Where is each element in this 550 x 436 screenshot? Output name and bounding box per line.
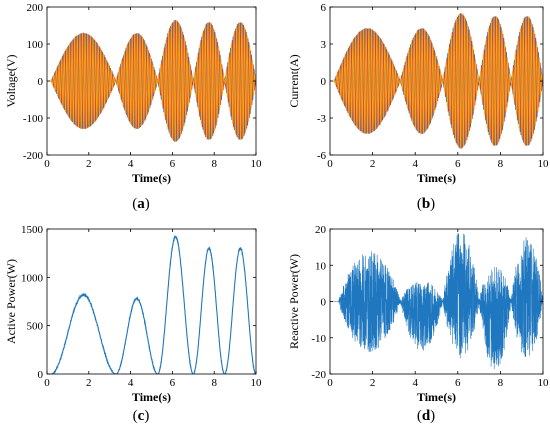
x-axis-label: Time(s) xyxy=(132,390,171,404)
x-tick-label: 6 xyxy=(455,158,461,170)
chart-a: 0 2 4 6 8 10 -200 -100 0 100 200 Time(s) Voltage(V) xyxy=(4,2,262,185)
x-tick-label: 4 xyxy=(412,158,418,170)
panel-label-a: (a) xyxy=(132,196,150,212)
series-active-power xyxy=(47,235,256,374)
x-tick-label: 10 xyxy=(538,377,550,389)
plot-area xyxy=(330,233,543,370)
x-tick-label: 2 xyxy=(370,377,376,389)
y-axis-label: Voltage(V) xyxy=(4,54,18,107)
y-tick-label: 0 xyxy=(321,76,327,88)
y-tick-label: 10 xyxy=(315,260,327,272)
series-phase-3 xyxy=(330,13,543,149)
x-tick-label: 6 xyxy=(455,377,461,389)
chart-c: 0 2 4 6 8 10 0 500 1000 1500 Time(s) Active Power(W… xyxy=(4,224,262,404)
x-tick-label: 10 xyxy=(251,377,263,389)
plot-area xyxy=(47,19,256,143)
y-tick-label: 0 xyxy=(38,76,44,88)
x-tick-label: 10 xyxy=(538,158,550,170)
y-tick-label: 200 xyxy=(27,2,44,14)
x-tick-label: 10 xyxy=(251,158,263,170)
x-axis-label: Time(s) xyxy=(417,390,456,404)
x-tick-label: 0 xyxy=(327,158,333,170)
y-tick-label: -20 xyxy=(311,369,326,381)
panel-label-b: (b) xyxy=(416,196,436,212)
y-tick-label: -3 xyxy=(317,113,327,125)
panel-label-c: (c) xyxy=(132,408,150,424)
y-tick-label: 20 xyxy=(315,224,327,236)
x-tick-label: 4 xyxy=(128,377,134,389)
x-tick-label: 8 xyxy=(498,377,504,389)
x-tick-label: 2 xyxy=(86,377,92,389)
x-tick-label: 6 xyxy=(170,377,176,389)
y-tick-label: 0 xyxy=(321,297,327,309)
x-tick-label: 0 xyxy=(44,158,50,170)
x-tick-label: 6 xyxy=(170,158,176,170)
y-tick-label: -10 xyxy=(311,333,326,345)
x-axis-label: Time(s) xyxy=(132,171,171,185)
y-tick-label: 3 xyxy=(321,39,327,51)
y-tick-label: 500 xyxy=(27,321,44,333)
y-tick-label: -100 xyxy=(23,113,44,125)
y-tick-label: 1000 xyxy=(21,272,44,284)
x-tick-label: 8 xyxy=(211,158,217,170)
x-tick-label: 2 xyxy=(370,158,376,170)
axes-frame xyxy=(46,228,257,375)
chart-d: 0 2 4 6 8 10 -20 -10 0 10 20 Time(s) Reactive Power(… xyxy=(287,224,549,404)
x-tick-label: 0 xyxy=(44,377,50,389)
y-tick-label: -6 xyxy=(317,150,327,162)
series-phase-3 xyxy=(47,20,256,143)
y-tick-label: 0 xyxy=(38,369,44,381)
y-axis-label: Current(A) xyxy=(287,54,301,107)
y-tick-label: -200 xyxy=(23,150,44,162)
x-tick-label: 0 xyxy=(327,377,333,389)
y-tick-label: 100 xyxy=(27,39,44,51)
x-tick-label: 8 xyxy=(211,377,217,389)
y-axis-label: Reactive Power(W) xyxy=(287,254,301,349)
plot-area xyxy=(330,13,543,149)
y-axis-label: Active Power(W) xyxy=(4,259,18,344)
y-tick-label: 6 xyxy=(321,2,327,14)
plot-area xyxy=(47,235,256,374)
x-tick-label: 4 xyxy=(412,377,418,389)
y-tick-label: 1500 xyxy=(21,224,44,236)
series-reactive-power xyxy=(330,233,543,370)
x-tick-label: 2 xyxy=(86,158,92,170)
x-tick-label: 4 xyxy=(128,158,134,170)
panel-label-d: (d) xyxy=(416,408,436,424)
x-tick-label: 8 xyxy=(498,158,504,170)
x-axis-label: Time(s) xyxy=(417,171,456,185)
